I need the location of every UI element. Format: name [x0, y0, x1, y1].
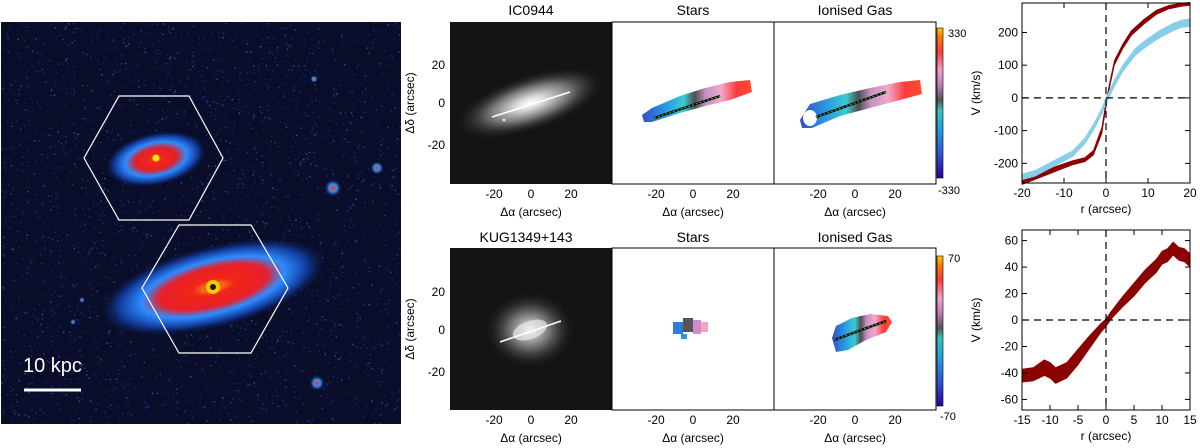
xtick-stars2-20: 20	[726, 413, 740, 427]
xtick-gas2-m20: -20	[809, 413, 827, 427]
title-image-ic0944: IC0944	[508, 2, 553, 18]
ytick-label: -40	[1001, 366, 1019, 380]
x-axis-label-stars1: Δα (arcsec)	[662, 205, 724, 219]
field-star	[370, 161, 384, 175]
slit-line	[499, 320, 562, 343]
xtick-label: -10	[1041, 413, 1059, 427]
title-gas-kug1349: Ionised Gas	[818, 229, 893, 245]
colorbar-min-kug1349: -70	[940, 411, 956, 423]
x-axis-label: r (arcsec)	[1081, 429, 1132, 443]
field-star	[70, 319, 76, 325]
field-star	[324, 179, 342, 197]
y-axis-label-ic0944: Δδ (arcsec)	[403, 72, 417, 133]
x-axis-label: r (arcsec)	[1081, 202, 1132, 216]
rotation-curve-plot-kug1349: -15 -10 -5 0 5 10 15 -60 -40 -20 0 20 40 60 r (arcsec)…	[970, 229, 1197, 443]
xtick-label: -5	[1073, 413, 1084, 427]
y-axis-label-kug1349: Δδ (arcsec)	[403, 298, 417, 359]
colorbar-ic0944	[936, 27, 944, 179]
row-ic0944	[450, 21, 944, 185]
ytick-label: 60	[1005, 234, 1019, 248]
ifu-hexagon-lower	[141, 224, 289, 354]
ytick-label: 0	[1011, 91, 1018, 105]
xtick-gas1-0: 0	[852, 187, 859, 201]
xtick-img1-0: 0	[528, 187, 535, 201]
title-stars-kug1349: Stars	[677, 229, 710, 245]
ytick-ic0944-20: 20	[432, 58, 446, 72]
xtick-label: -20	[1013, 186, 1031, 200]
ytick-kug1349-0: 0	[438, 323, 445, 337]
xtick-img2-0: 0	[528, 413, 535, 427]
ytick-label: -60	[1001, 392, 1019, 406]
xtick-gas1-m20: -20	[809, 187, 827, 201]
ytick-label: 20	[1005, 287, 1019, 301]
title-gas-ic0944: Ionised Gas	[818, 2, 893, 18]
x-axis-label-img1: Δα (arcsec)	[500, 205, 562, 219]
x-axis-label-gas1: Δα (arcsec)	[824, 205, 886, 219]
title-image-kug1349: KUG1349+143	[479, 229, 572, 245]
xtick-label: 0	[1103, 186, 1110, 200]
ytick-label: 40	[1005, 260, 1019, 274]
xtick-label: 10	[1141, 186, 1155, 200]
scale-bar-label: 10 kpc	[23, 355, 82, 377]
ytick-label: 100	[998, 58, 1018, 72]
xtick-stars2-0: 0	[690, 413, 697, 427]
xtick-label: -10	[1055, 186, 1073, 200]
xtick-stars2-m20: -20	[647, 413, 665, 427]
xtick-img1-m20: -20	[485, 187, 503, 201]
row-kug1349	[450, 247, 944, 411]
ytick-ic0944-m20: -20	[428, 138, 446, 152]
xtick-label: 15	[1183, 413, 1197, 427]
ytick-kug1349-m20: -20	[428, 365, 446, 379]
xtick-label: 10	[1155, 413, 1169, 427]
xtick-label: 20	[1183, 186, 1197, 200]
y-axis-label: V (km/s)	[970, 298, 983, 343]
ytick-label: 200	[998, 25, 1018, 39]
xtick-label: 0	[1103, 413, 1110, 427]
ytick-label: 0	[1011, 313, 1018, 327]
colorbar-min-ic0944: -330	[938, 185, 960, 197]
slit-line	[491, 91, 571, 118]
colorbar-max-ic0944: 330	[948, 28, 966, 40]
ytick-kug1349-20: 20	[432, 285, 446, 299]
xtick-stars1-20: 20	[726, 187, 740, 201]
xtick-gas2-20: 20	[888, 413, 902, 427]
ytick-label: -100	[994, 124, 1018, 138]
ifu-hexagon-upper	[83, 95, 224, 221]
y-axis-label: V (km/s)	[970, 71, 983, 116]
galaxy-pair-canvas	[1, 22, 403, 426]
xtick-gas2-0: 0	[852, 413, 859, 427]
ytick-label: -200	[994, 156, 1018, 170]
field-star	[310, 75, 318, 83]
title-stars-ic0944: Stars	[677, 2, 710, 18]
colorbar-kug1349	[936, 255, 944, 407]
field-star	[309, 375, 325, 391]
xtick-label: -15	[1013, 413, 1031, 427]
xtick-img1-20: 20	[564, 187, 578, 201]
x-axis-label-img2: Δα (arcsec)	[500, 431, 562, 445]
ytick-ic0944-0: 0	[438, 96, 445, 110]
xtick-stars1-0: 0	[690, 187, 697, 201]
xtick-stars1-m20: -20	[647, 187, 665, 201]
galaxy-pair-image: 10 kpc	[1, 22, 403, 426]
xtick-img2-20: 20	[564, 413, 578, 427]
xtick-label: 5	[1131, 413, 1138, 427]
colorbar-max-kug1349: 70	[948, 253, 960, 265]
xtick-img2-m20: -20	[485, 413, 503, 427]
field-star	[79, 297, 85, 303]
xtick-gas1-20: 20	[888, 187, 902, 201]
x-axis-label-stars2: Δα (arcsec)	[662, 431, 724, 445]
x-axis-label-gas2: Δα (arcsec)	[824, 431, 886, 445]
ytick-label: -20	[1001, 339, 1019, 353]
velocity-maps: IC0944 Stars Ionised Gas 330 -330 Δδ (ar…	[403, 2, 966, 445]
